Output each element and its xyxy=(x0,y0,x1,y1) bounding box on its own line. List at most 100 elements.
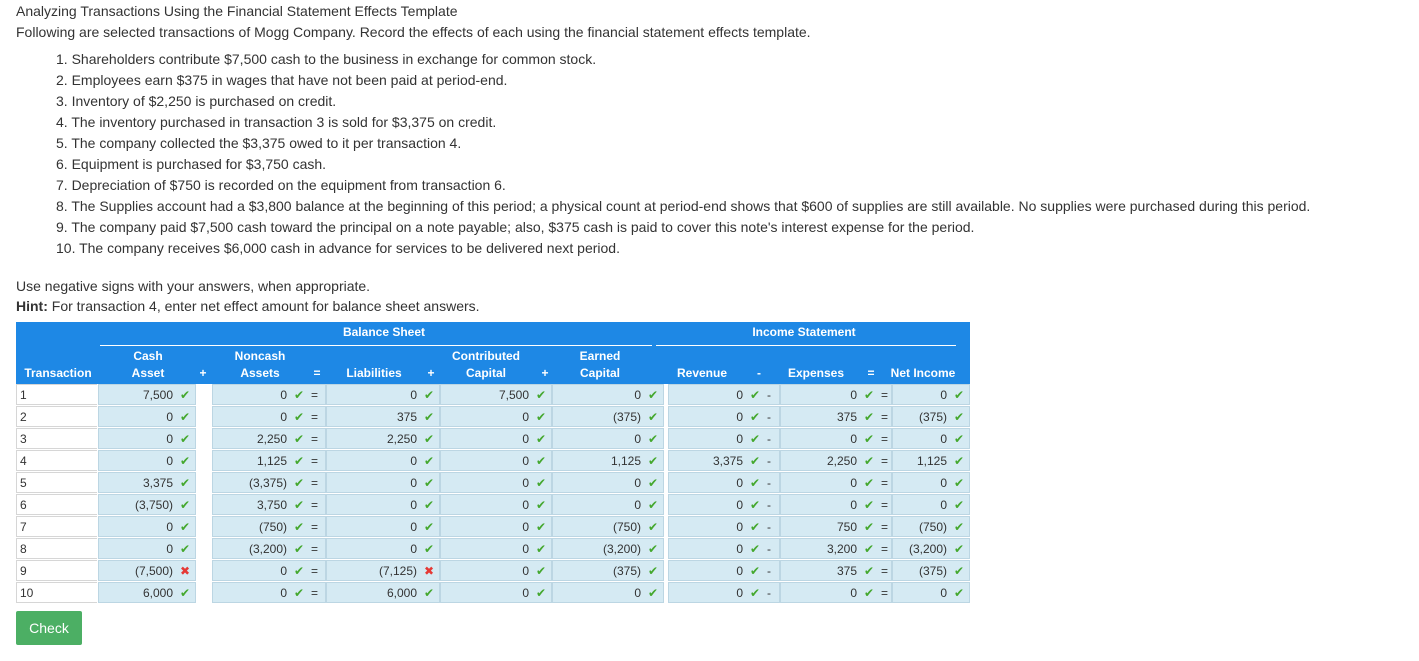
check-button[interactable]: Check xyxy=(16,611,82,645)
rev-input[interactable]: 0 ✔ - xyxy=(668,428,780,449)
noncash-input[interactable]: 1,125 ✔ = xyxy=(212,450,326,471)
liab-input[interactable]: 6,000 ✔ xyxy=(326,582,440,603)
checkmark-icon: ✔ xyxy=(179,388,190,402)
earned-input[interactable]: (375) ✔ xyxy=(552,406,664,427)
liab-input[interactable]: 0 ✔ xyxy=(326,494,440,515)
rev-input[interactable]: 0 ✔ - xyxy=(668,516,780,537)
ni-input[interactable]: (375) ✔ xyxy=(892,406,970,427)
contrib-input[interactable]: 0 ✔ xyxy=(440,560,552,581)
cash-input[interactable]: 0 ✔ xyxy=(98,516,196,537)
contrib-input[interactable]: 0 ✔ xyxy=(440,582,552,603)
noncash-input[interactable]: 0 ✔ = xyxy=(212,406,326,427)
contrib-input[interactable]: 0 ✔ xyxy=(440,516,552,537)
checkmark-icon: ✔ xyxy=(535,476,546,490)
noncash-input[interactable]: (750) ✔ = xyxy=(212,516,326,537)
liab-input[interactable]: 375 ✔ xyxy=(326,406,440,427)
cell-value: 0 xyxy=(166,520,173,534)
cash-input[interactable]: 7,500 ✔ xyxy=(98,384,196,405)
earned-input[interactable]: (750) ✔ xyxy=(552,516,664,537)
contrib-input[interactable]: 7,500 ✔ xyxy=(440,384,552,405)
ni-input[interactable]: 0 ✔ xyxy=(892,428,970,449)
earned-input[interactable]: (3,200) ✔ xyxy=(552,538,664,559)
liab-input[interactable]: 2,250 ✔ xyxy=(326,428,440,449)
contrib-input[interactable]: 0 ✔ xyxy=(440,538,552,559)
cell-value: 0 xyxy=(522,432,529,446)
rev-input[interactable]: 3,375 ✔ - xyxy=(668,450,780,471)
rev-input[interactable]: 0 ✔ - xyxy=(668,472,780,493)
balance-sheet-divider xyxy=(100,345,652,346)
noncash-input[interactable]: 2,250 ✔ = xyxy=(212,428,326,449)
contrib-input[interactable]: 0 ✔ xyxy=(440,450,552,471)
ni-input[interactable]: 0 ✔ xyxy=(892,472,970,493)
noncash-input[interactable]: 3,750 ✔ = xyxy=(212,494,326,515)
noncash-input[interactable]: (3,375) ✔ = xyxy=(212,472,326,493)
exp-input[interactable]: 0 ✔ = xyxy=(780,384,892,405)
cash-input[interactable]: 0 ✔ xyxy=(98,450,196,471)
exp-input[interactable]: 3,200 ✔ = xyxy=(780,538,892,559)
exp-input[interactable]: 0 ✔ = xyxy=(780,428,892,449)
exp-input[interactable]: 0 ✔ = xyxy=(780,472,892,493)
checkmark-icon: ✔ xyxy=(293,388,304,402)
exp-input[interactable]: 0 ✔ = xyxy=(780,494,892,515)
checkmark-icon: ✔ xyxy=(647,564,658,578)
liab-input[interactable]: 0 ✔ xyxy=(326,516,440,537)
col-cash-line2: Asset xyxy=(131,366,165,380)
cash-input[interactable]: 0 ✔ xyxy=(98,538,196,559)
contrib-input[interactable]: 0 ✔ xyxy=(440,472,552,493)
earned-input[interactable]: 0 ✔ xyxy=(552,582,664,603)
noncash-input[interactable]: 0 ✔ = xyxy=(212,560,326,581)
exp-input[interactable]: 2,250 ✔ = xyxy=(780,450,892,471)
rev-input[interactable]: 0 ✔ - xyxy=(668,538,780,559)
earned-input[interactable]: (375) ✔ xyxy=(552,560,664,581)
cell-value: 2,250 xyxy=(256,432,287,446)
rev-input[interactable]: 0 ✔ - xyxy=(668,560,780,581)
earned-input[interactable]: 0 ✔ xyxy=(552,494,664,515)
ni-input[interactable]: (375) ✔ xyxy=(892,560,970,581)
cell-value: 0 xyxy=(280,586,287,600)
earned-input[interactable]: 0 ✔ xyxy=(552,384,664,405)
ni-input[interactable]: 0 ✔ xyxy=(892,384,970,405)
cell-value: 0 xyxy=(280,564,287,578)
contrib-input[interactable]: 0 ✔ xyxy=(440,428,552,449)
exp-input[interactable]: 375 ✔ = xyxy=(780,406,892,427)
liab-input[interactable]: 0 ✔ xyxy=(326,472,440,493)
liab-input[interactable]: 0 ✔ xyxy=(326,384,440,405)
rev-input[interactable]: 0 ✔ - xyxy=(668,406,780,427)
cash-input[interactable]: (7,500) ✖ xyxy=(98,560,196,581)
ni-input[interactable]: (3,200) ✔ xyxy=(892,538,970,559)
rev-input[interactable]: 0 ✔ - xyxy=(668,494,780,515)
cash-input[interactable]: 3,375 ✔ xyxy=(98,472,196,493)
earned-input[interactable]: 1,125 ✔ xyxy=(552,450,664,471)
liab-input[interactable]: (7,125) ✖ xyxy=(326,560,440,581)
effects-template-table: Balance Sheet Income Statement Transacti… xyxy=(16,322,970,603)
noncash-input[interactable]: 0 ✔ = xyxy=(212,582,326,603)
earned-input[interactable]: 0 ✔ xyxy=(552,428,664,449)
cash-input[interactable]: 0 ✔ xyxy=(98,428,196,449)
checkmark-icon: ✔ xyxy=(423,476,434,490)
liab-input[interactable]: 0 ✔ xyxy=(326,538,440,559)
cell-value: 0 xyxy=(522,498,529,512)
noncash-input[interactable]: 0 ✔ = xyxy=(212,384,326,405)
rev-input[interactable]: 0 ✔ - xyxy=(668,582,780,603)
operator-sign: = xyxy=(311,586,319,600)
contrib-input[interactable]: 0 ✔ xyxy=(440,406,552,427)
table-row: 2 0 ✔ 0 ✔ = 375 ✔ 0 ✔ (375) ✔ 0 ✔ -375 ✔ = (375) ✔ xyxy=(16,406,970,428)
cash-input[interactable]: 0 ✔ xyxy=(98,406,196,427)
ni-input[interactable]: 0 ✔ xyxy=(892,582,970,603)
earned-input[interactable]: 0 ✔ xyxy=(552,472,664,493)
ni-input[interactable]: 0 ✔ xyxy=(892,494,970,515)
col-earned-line1: Earned xyxy=(579,349,621,363)
liab-input[interactable]: 0 ✔ xyxy=(326,450,440,471)
exp-input[interactable]: 750 ✔ = xyxy=(780,516,892,537)
cell-value: 0 xyxy=(522,520,529,534)
ni-input[interactable]: (750) ✔ xyxy=(892,516,970,537)
transaction-number: 2 xyxy=(16,406,97,427)
exp-input[interactable]: 0 ✔ = xyxy=(780,582,892,603)
ni-input[interactable]: 1,125 ✔ xyxy=(892,450,970,471)
noncash-input[interactable]: (3,200) ✔ = xyxy=(212,538,326,559)
rev-input[interactable]: 0 ✔ - xyxy=(668,384,780,405)
exp-input[interactable]: 375 ✔ = xyxy=(780,560,892,581)
contrib-input[interactable]: 0 ✔ xyxy=(440,494,552,515)
cash-input[interactable]: (3,750) ✔ xyxy=(98,494,196,515)
cash-input[interactable]: 6,000 ✔ xyxy=(98,582,196,603)
